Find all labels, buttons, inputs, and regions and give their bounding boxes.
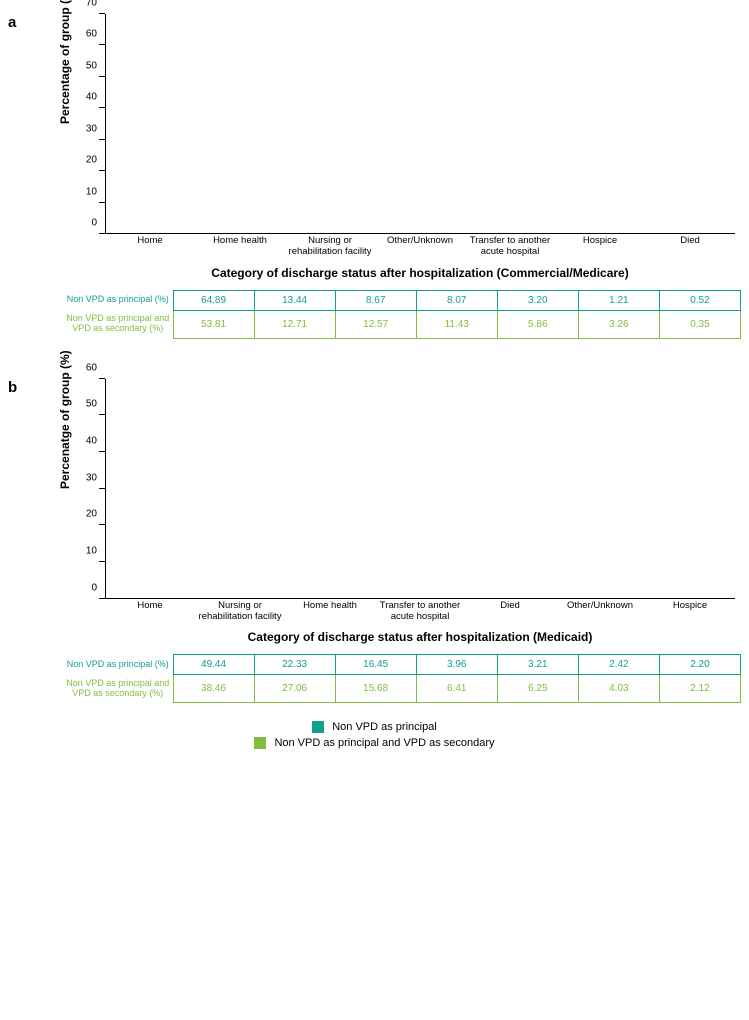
table-cell: 3.26 (578, 310, 659, 338)
ytick-label: 10 (71, 186, 97, 197)
legend-label-2: Non VPD as principal and VPD as secondar… (274, 737, 494, 749)
legend-item-1: Non VPD as principal (8, 721, 741, 733)
table-cell: 6.25 (497, 675, 578, 703)
legend-swatch-2 (254, 737, 266, 749)
xtick-label: Transfer to another acute hospital (375, 599, 465, 623)
table-cell: 12.57 (335, 310, 416, 338)
panel-a: a Percentage of group (%) 01020304050607… (8, 14, 741, 339)
chart-b-ytitle: Percenatge of group (%) (58, 350, 72, 489)
panel-a-label: a (8, 14, 16, 31)
ytick-label: 50 (71, 399, 97, 410)
ytick-label: 40 (71, 435, 97, 446)
ytick-label: 20 (71, 155, 97, 166)
table-cell: 3.21 (497, 655, 578, 675)
table-cell: 53.81 (173, 310, 254, 338)
table-cell: 27.06 (254, 675, 335, 703)
legend-item-2: Non VPD as principal and VPD as secondar… (8, 737, 741, 749)
table-b-row1-label: Non VPD as principal (%) (63, 655, 173, 675)
table-cell: 3.96 (416, 655, 497, 675)
table-cell: 2.20 (659, 655, 740, 675)
chart-b-xtitle: Category of discharge status after hospi… (105, 630, 735, 644)
chart-a-ytitle: Percentage of group (%) (58, 0, 72, 124)
table-cell: 22.33 (254, 655, 335, 675)
legend: Non VPD as principal Non VPD as principa… (8, 721, 741, 749)
xtick-label: Died (645, 234, 735, 258)
table-cell: 1.21 (578, 290, 659, 310)
chart-a: Percentage of group (%) 010203040506070 (105, 14, 735, 234)
table-cell: 8.07 (416, 290, 497, 310)
table-a-row2-label: Non VPD as principal and VPD as secondar… (63, 310, 173, 338)
ytick-label: 0 (71, 218, 97, 229)
table-cell: 49.44 (173, 655, 254, 675)
ytick-label: 30 (71, 472, 97, 483)
panel-b-label: b (8, 379, 17, 396)
xtick-label: Hospice (555, 234, 645, 258)
ytick-label: 50 (71, 60, 97, 71)
xtick-label: Home (105, 599, 195, 623)
legend-label-1: Non VPD as principal (332, 721, 437, 733)
xtick-label: Other/Unknown (555, 599, 645, 623)
table-cell: 15.68 (335, 675, 416, 703)
table-cell: 5.86 (497, 310, 578, 338)
xtick-label: Died (465, 599, 555, 623)
xtick-label: Other/Unknown (375, 234, 465, 258)
xtick-label: Transfer to another acute hospital (465, 234, 555, 258)
ytick-label: 60 (71, 362, 97, 373)
table-b-row2-label: Non VPD as principal and VPD as secondar… (63, 675, 173, 703)
xtick-label: Hospice (645, 599, 735, 623)
table-cell: 0.52 (659, 290, 740, 310)
table-cell: 38.46 (173, 675, 254, 703)
table-cell: 64.89 (173, 290, 254, 310)
ytick-label: 0 (71, 582, 97, 593)
xtick-label: Home health (195, 234, 285, 258)
table-cell: 11.43 (416, 310, 497, 338)
ytick-label: 30 (71, 123, 97, 134)
xtick-label: Nursing or rehabilitation facility (285, 234, 375, 258)
table-cell: 2.42 (578, 655, 659, 675)
table-cell: 3.20 (497, 290, 578, 310)
ytick-label: 10 (71, 545, 97, 556)
chart-a-xtitle: Category of discharge status after hospi… (105, 266, 735, 280)
table-cell: 0.35 (659, 310, 740, 338)
table-cell: 4.03 (578, 675, 659, 703)
table-cell: 13.44 (254, 290, 335, 310)
panel-b: b Percenatge of group (%) 0102030405060 … (8, 379, 741, 704)
chart-a-xlabels: HomeHome healthNursing or rehabilitation… (105, 234, 735, 258)
table-cell: 16.45 (335, 655, 416, 675)
chart-a-wrap: Percentage of group (%) 010203040506070 … (63, 14, 741, 339)
table-a-row1-label: Non VPD as principal (%) (63, 290, 173, 310)
ytick-label: 70 (71, 0, 97, 9)
table-a: Non VPD as principal (%) 64.8913.448.678… (63, 290, 741, 339)
table-cell: 12.71 (254, 310, 335, 338)
legend-swatch-1 (312, 721, 324, 733)
chart-b-wrap: Percenatge of group (%) 0102030405060 Ho… (63, 379, 741, 704)
table-cell: 8.67 (335, 290, 416, 310)
chart-b-xlabels: HomeNursing or rehabilitation facilityHo… (105, 599, 735, 623)
chart-b: Percenatge of group (%) 0102030405060 (105, 379, 735, 599)
table-cell: 2.12 (659, 675, 740, 703)
table-cell: 6.41 (416, 675, 497, 703)
ytick-label: 20 (71, 509, 97, 520)
xtick-label: Nursing or rehabilitation facility (195, 599, 285, 623)
xtick-label: Home health (285, 599, 375, 623)
ytick-label: 60 (71, 29, 97, 40)
ytick-label: 40 (71, 92, 97, 103)
table-b: Non VPD as principal (%) 49.4422.3316.45… (63, 654, 741, 703)
xtick-label: Home (105, 234, 195, 258)
